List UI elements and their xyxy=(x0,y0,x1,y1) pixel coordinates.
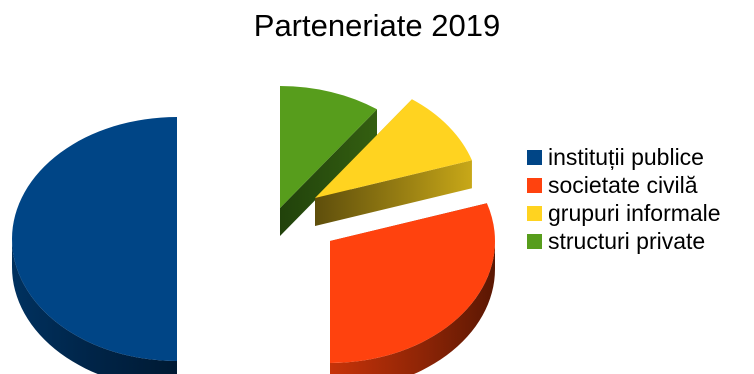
slice-side xyxy=(330,241,495,374)
legend-swatch xyxy=(527,233,542,249)
legend-label: structuri private xyxy=(548,227,706,254)
legend-item: societate civilă xyxy=(527,171,721,199)
legend-label: instituții publice xyxy=(548,143,704,170)
slice-grupuri-informale xyxy=(315,99,472,226)
legend-item: structuri private xyxy=(527,227,721,255)
legend-label: grupuri informale xyxy=(548,199,721,226)
legend-label: societate civilă xyxy=(548,171,698,198)
slice-structuri-private xyxy=(280,86,377,236)
slice-top xyxy=(315,99,472,198)
legend-swatch xyxy=(527,149,542,165)
legend-item: grupuri informale xyxy=(527,199,721,227)
slice-societate-civila xyxy=(330,203,495,374)
slice-cut-wall xyxy=(315,160,472,226)
slice-top xyxy=(330,203,495,363)
legend-item: instituții publice xyxy=(527,143,721,171)
slice-top xyxy=(280,86,377,208)
legend: instituții publice societate civilă grupur… xyxy=(527,143,721,255)
legend-swatch xyxy=(527,205,542,221)
slice-top xyxy=(12,117,177,361)
slice-side xyxy=(12,239,177,374)
slice-cut-wall xyxy=(280,109,377,236)
slice-instituții-publice xyxy=(12,117,177,374)
chart-title: Parteneriate 2019 xyxy=(253,8,501,43)
legend-swatch xyxy=(527,177,542,193)
